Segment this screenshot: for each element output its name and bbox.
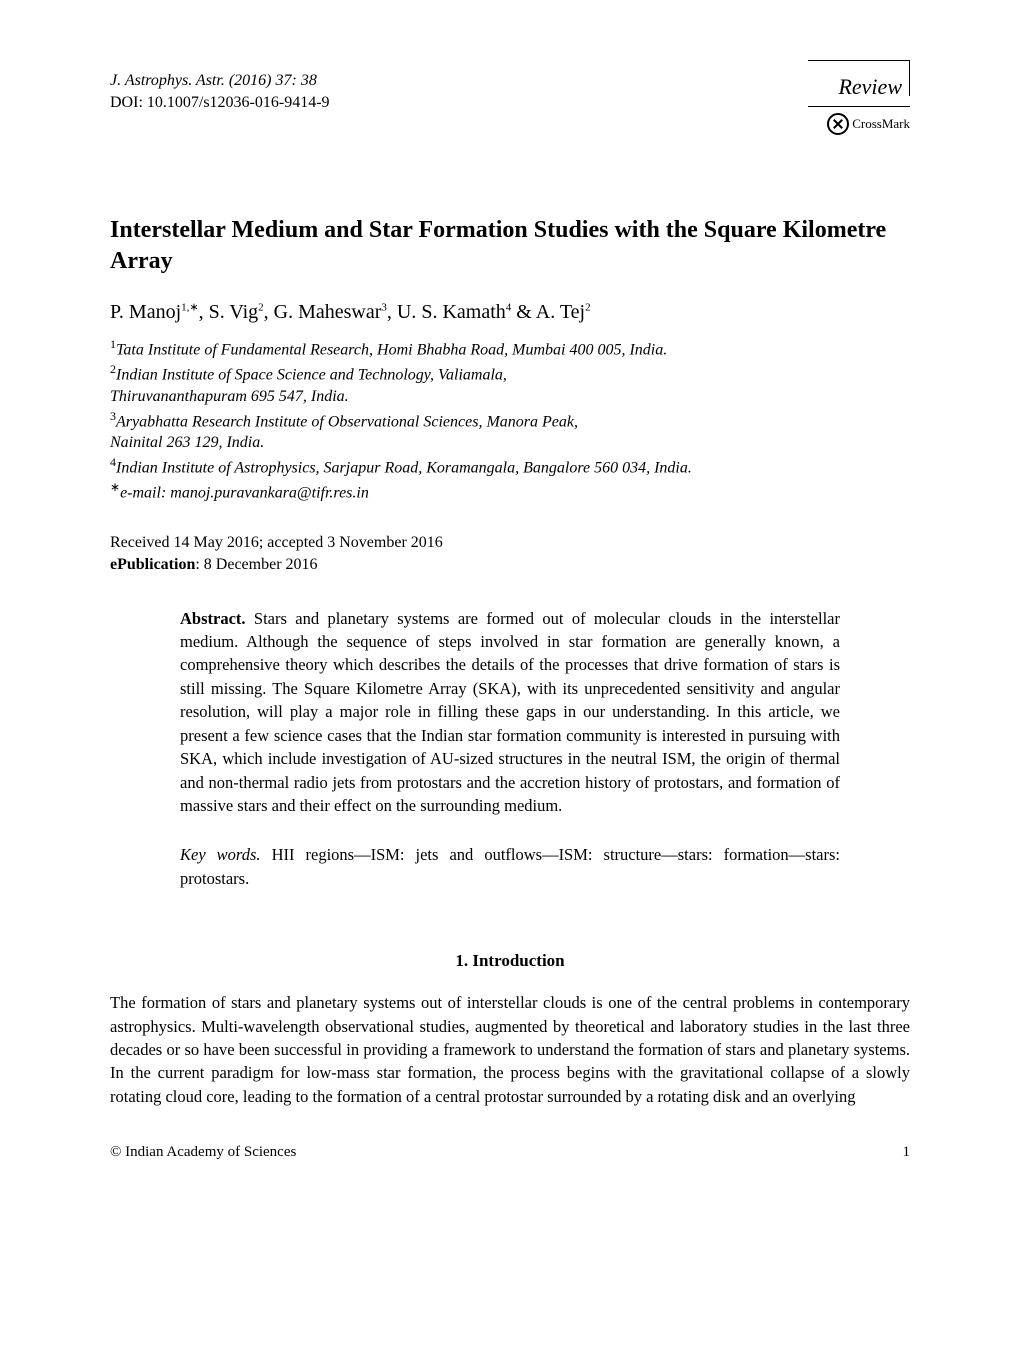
sep: ,	[387, 301, 397, 323]
author-name: A. Tej	[536, 301, 585, 323]
review-badge: Review	[808, 70, 910, 107]
author-name: G. Maheswar	[274, 301, 382, 323]
header-row: J. Astrophys. Astr. (2016) 37: 38 DOI: 1…	[110, 70, 910, 135]
abstract-block: Abstract. Stars and planetary systems ar…	[110, 607, 910, 818]
abstract-text: Stars and planetary systems are formed o…	[180, 609, 840, 815]
copyright: © Indian Academy of Sciences	[110, 1142, 296, 1162]
crossmark-badge[interactable]: CrossMark	[827, 113, 910, 135]
author-sup: 1,∗	[181, 301, 198, 313]
sep: ,	[199, 301, 209, 323]
affiliation-line: Nainital 263 129, India.	[110, 434, 264, 451]
crossmark-label: CrossMark	[852, 115, 910, 133]
authors-line: P. Manoj1,∗, S. Vig2, G. Maheswar3, U. S…	[110, 299, 910, 326]
affiliation-line: Indian Institute of Space Science and Te…	[116, 366, 507, 383]
dates-block: Received 14 May 2016; accepted 3 Novembe…	[110, 532, 910, 577]
author-name: U. S. Kamath	[397, 301, 506, 323]
corresponding-email: e-mail: manoj.puravankara@tifr.res.in	[120, 484, 369, 501]
keywords-text: HII regions—ISM: jets and outflows—ISM: …	[180, 845, 840, 887]
author-sup: 2	[585, 301, 591, 313]
journal-info: J. Astrophys. Astr. (2016) 37: 38 DOI: 1…	[110, 70, 330, 115]
paper-title: Interstellar Medium and Star Formation S…	[110, 215, 910, 277]
affiliation-line: Tata Institute of Fundamental Research, …	[116, 341, 667, 358]
epub-label: ePublication	[110, 556, 195, 573]
received-accepted: Received 14 May 2016; accepted 3 Novembe…	[110, 532, 910, 554]
affiliation-line: Indian Institute of Astrophysics, Sarjap…	[116, 459, 692, 476]
affiliations: 1Tata Institute of Fundamental Research,…	[110, 336, 910, 504]
page-number: 1	[903, 1142, 911, 1162]
abstract-label: Abstract.	[180, 609, 246, 628]
journal-citation: J. Astrophys. Astr. (2016) 37: 38	[110, 70, 330, 92]
section-heading: 1. Introduction	[110, 950, 910, 973]
review-text: Review	[838, 74, 902, 99]
section-paragraph: The formation of stars and planetary sys…	[110, 991, 910, 1108]
author-name: S. Vig	[209, 301, 259, 323]
keywords-block: Key words. HII regions—ISM: jets and out…	[110, 843, 910, 890]
affiliation-line: Thiruvananthapuram 695 547, India.	[110, 388, 349, 405]
epub-date: : 8 December 2016	[195, 556, 317, 573]
epublication: ePublication: 8 December 2016	[110, 554, 910, 576]
keywords-label: Key words.	[180, 845, 261, 864]
crossmark-icon	[827, 113, 849, 135]
sep: ,	[264, 301, 274, 323]
affiliation-line: Aryabhatta Research Institute of Observa…	[116, 413, 578, 430]
author-name: P. Manoj	[110, 301, 181, 323]
right-badges: Review CrossMark	[808, 70, 910, 135]
journal-doi: DOI: 10.1007/s12036-016-9414-9	[110, 92, 330, 114]
footer-row: © Indian Academy of Sciences 1	[110, 1142, 910, 1162]
amp: &	[511, 301, 535, 323]
